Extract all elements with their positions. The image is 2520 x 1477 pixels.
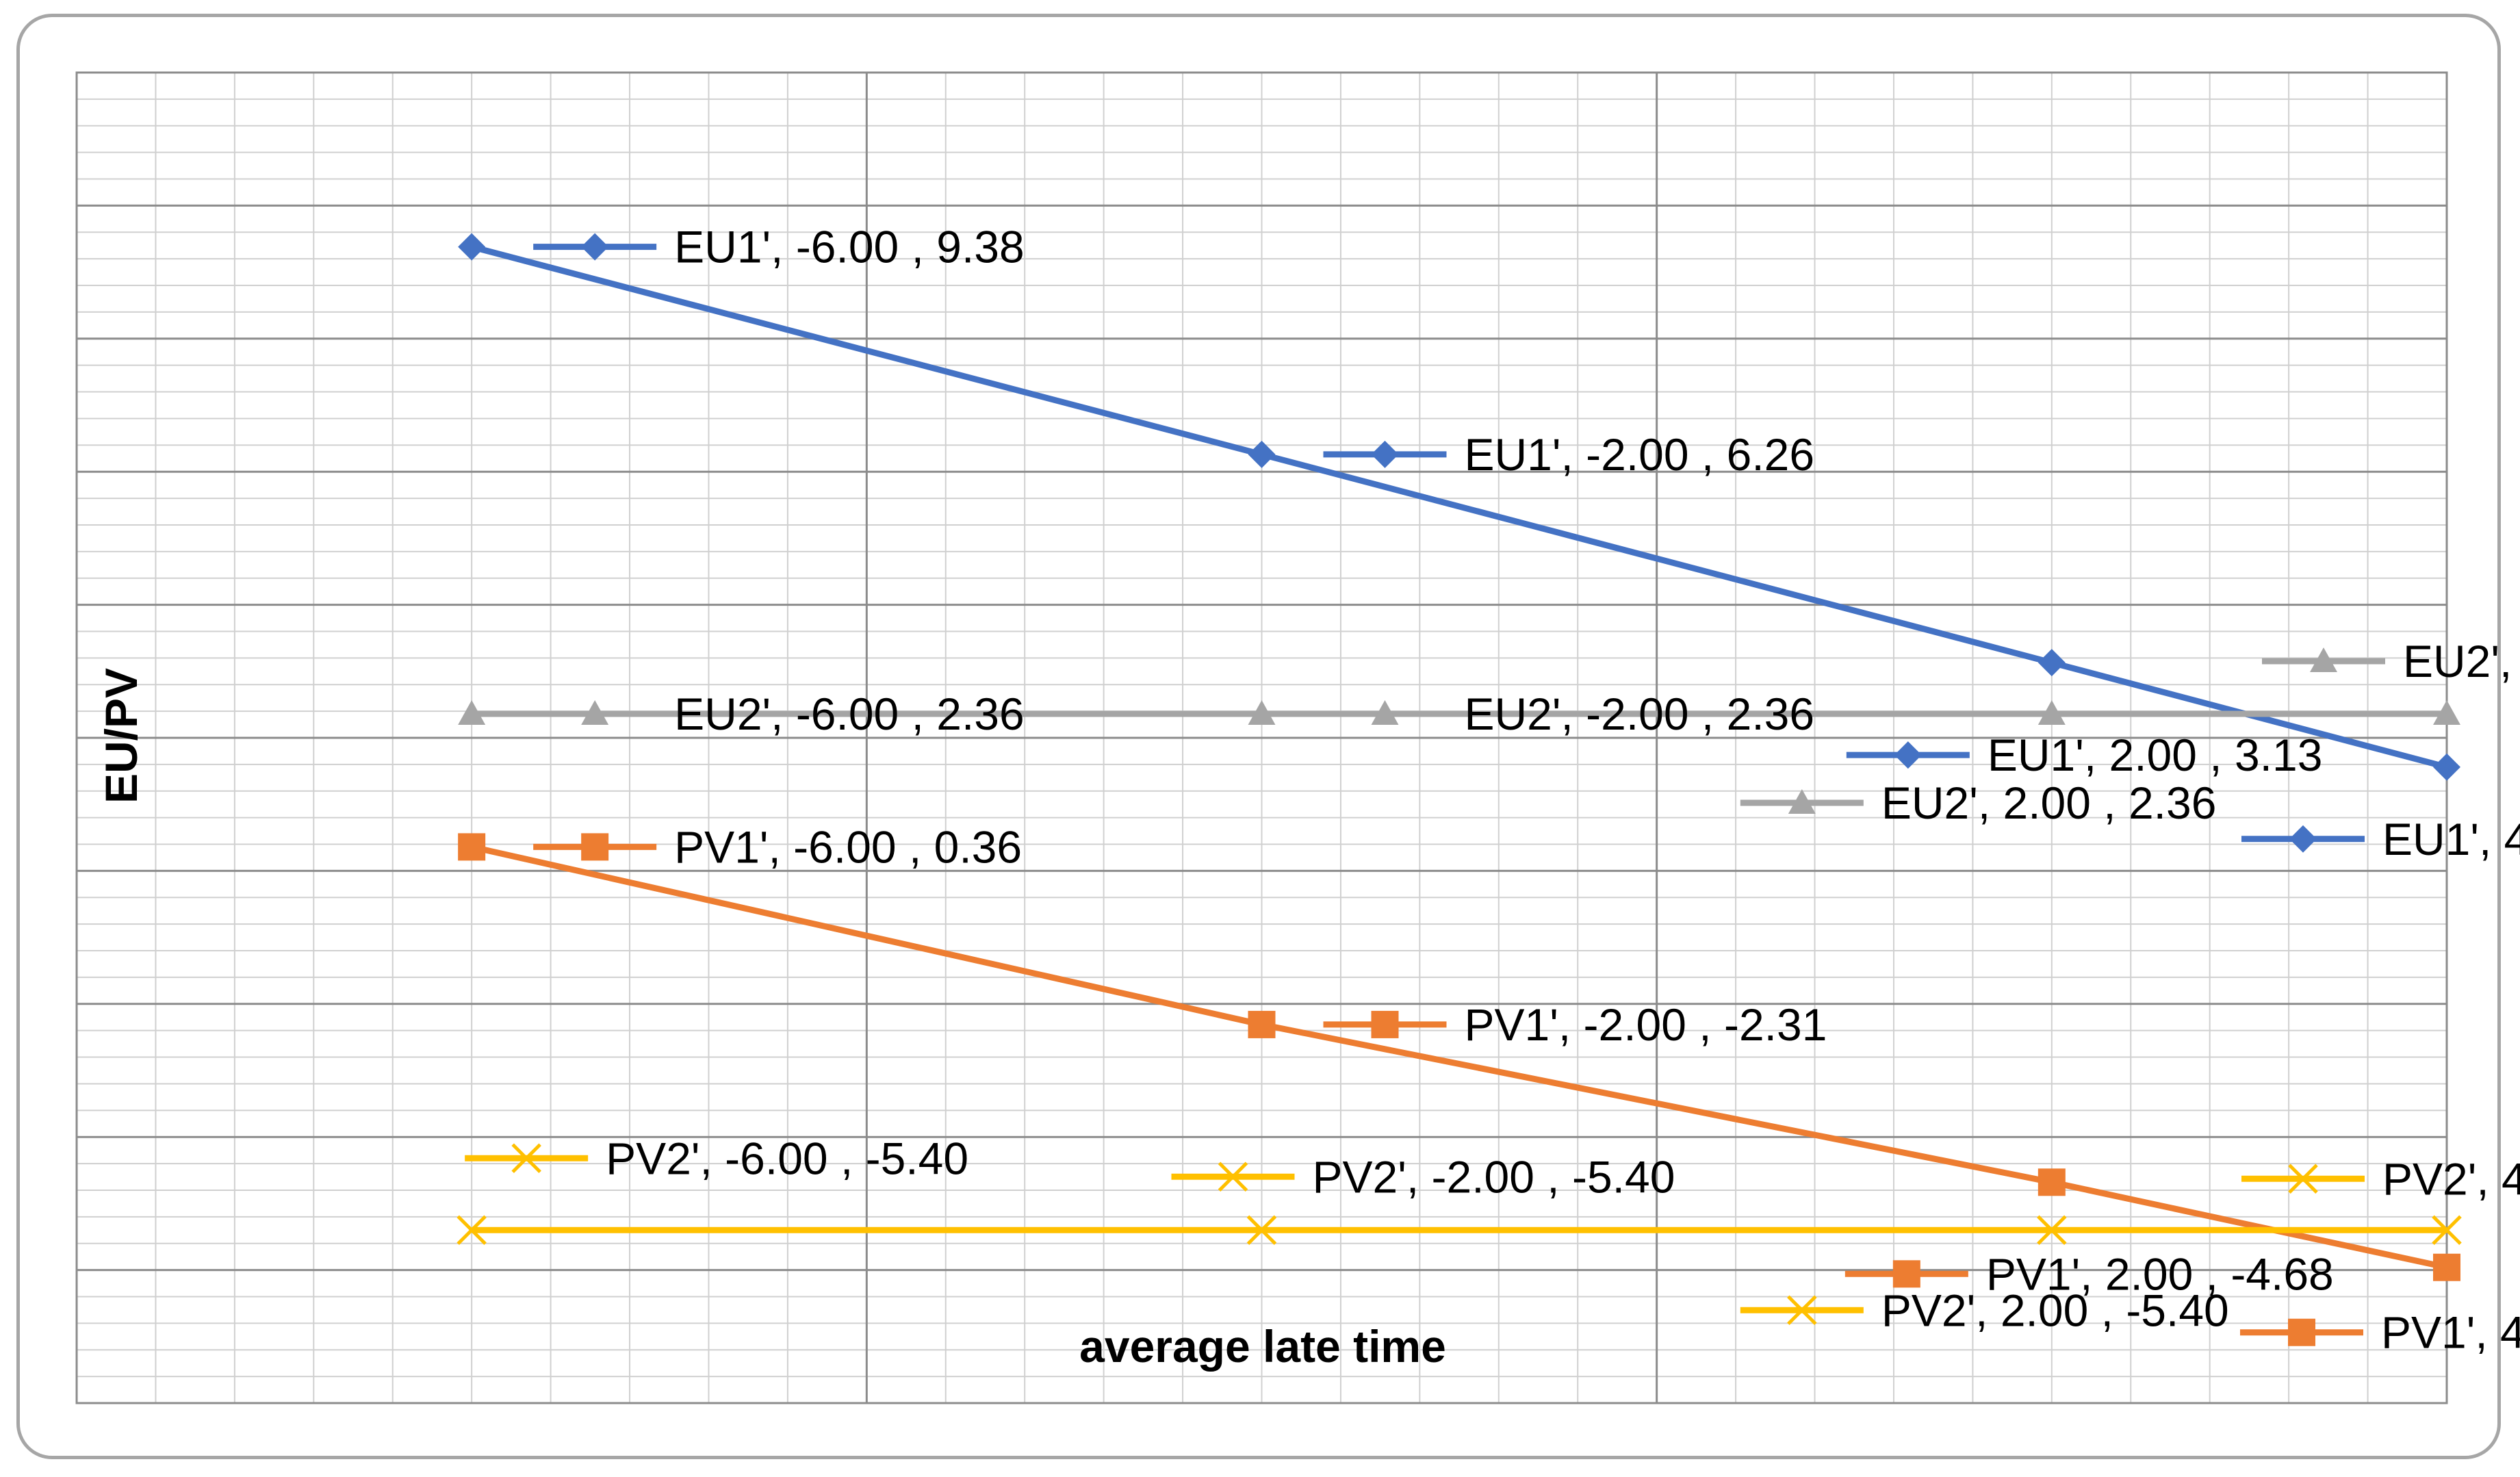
data-label: EU1', 4.00 , 1.56 bbox=[2241, 814, 2520, 864]
data-label: EU1', -6.00 , 9.38 bbox=[533, 222, 1025, 272]
data-label-key-marker bbox=[581, 833, 609, 861]
data-label: EU2', -6.00 , 2.36 bbox=[533, 689, 1025, 739]
data-label: EU2', 4.00 , 2.36 bbox=[2262, 636, 2520, 686]
data-label-text: PV2', 4.00 , -5.40 bbox=[2382, 1153, 2520, 1204]
data-label: PV2', -2.00 , -5.40 bbox=[1171, 1151, 1675, 1202]
data-label: PV1', 4.00 , -5.96 bbox=[2240, 1307, 2520, 1358]
data-labels: EU1', -6.00 , 9.38 EU1', -2.00 , 6.26 EU1'… bbox=[465, 222, 2520, 1358]
data-point bbox=[2037, 649, 2066, 677]
data-point bbox=[458, 233, 486, 261]
data-point bbox=[458, 833, 486, 861]
chart-frame bbox=[16, 14, 2501, 1459]
data-label: PV1', -6.00 , 0.36 bbox=[533, 821, 1022, 872]
data-point bbox=[1248, 1010, 1276, 1038]
data-label-text: PV2', 2.00 , -5.40 bbox=[1881, 1285, 2229, 1335]
data-label-key-marker bbox=[511, 1143, 541, 1174]
data-label-text: PV2', -6.00 , -5.40 bbox=[606, 1133, 968, 1183]
data-label-key-marker-stroke bbox=[1787, 1295, 1817, 1326]
data-label: EU1', -2.00 , 6.26 bbox=[1323, 429, 1815, 480]
data-label-key-marker bbox=[1894, 741, 1922, 769]
data-label-key-marker bbox=[581, 700, 609, 725]
data-point bbox=[1248, 700, 1276, 725]
data-label-key-marker bbox=[2310, 647, 2337, 673]
data-label: PV2', -6.00 , -5.40 bbox=[465, 1133, 968, 1183]
data-label-key-marker bbox=[2289, 825, 2317, 853]
plot-border bbox=[75, 71, 2448, 1404]
data-label-text: PV1', 4.00 , -5.96 bbox=[2381, 1307, 2520, 1358]
data-point bbox=[2037, 1215, 2067, 1246]
data-label-key-marker bbox=[1218, 1161, 1248, 1192]
series-4 bbox=[457, 1215, 2462, 1246]
data-point bbox=[1246, 1215, 1277, 1246]
data-label: PV1', -2.00 , -2.31 bbox=[1323, 999, 1827, 1050]
data-label: PV2', 4.00 , -5.40 bbox=[2241, 1153, 2520, 1204]
series-3 bbox=[458, 833, 2460, 1281]
data-point bbox=[2433, 1253, 2460, 1281]
data-point-stroke bbox=[2037, 1215, 2067, 1246]
series-layer bbox=[457, 233, 2462, 1281]
data-label: PV2', 2.00 , -5.40 bbox=[1740, 1285, 2229, 1335]
data-label-text: PV1', -2.00 , -2.31 bbox=[1465, 999, 1827, 1050]
data-label: EU2', -2.00 , 2.36 bbox=[1323, 689, 1815, 739]
data-point-stroke bbox=[457, 1215, 487, 1246]
data-label-text: PV1', 2.00 , -4.68 bbox=[1986, 1248, 2334, 1299]
data-label: EU2', 2.00 , 2.36 bbox=[1740, 778, 2217, 828]
data-label-key-marker-stroke bbox=[2288, 1164, 2318, 1194]
data-label-key-marker-stroke bbox=[511, 1143, 541, 1174]
data-point-stroke bbox=[1246, 1215, 1277, 1246]
data-label-key-marker bbox=[2288, 1164, 2318, 1194]
data-label-key-marker-stroke bbox=[1218, 1161, 1248, 1192]
data-label: PV1', 2.00 , -4.68 bbox=[1844, 1248, 2334, 1299]
y-axis-title: EU/PV bbox=[96, 668, 146, 804]
data-point bbox=[458, 700, 486, 725]
x-axis-title: average late time bbox=[1079, 1321, 1446, 1372]
data-label-key-marker bbox=[1787, 1295, 1817, 1326]
data-label: EU1', 2.00 , 3.13 bbox=[1846, 730, 2323, 780]
data-label-text: EU1', 2.00 , 3.13 bbox=[1988, 730, 2323, 780]
data-label-text: EU2', -6.00 , 2.36 bbox=[674, 689, 1025, 739]
data-point bbox=[2432, 1215, 2462, 1246]
data-point bbox=[457, 1215, 487, 1246]
data-point bbox=[2433, 753, 2460, 781]
data-label-key-marker bbox=[1371, 700, 1399, 725]
data-point bbox=[1248, 440, 1276, 468]
series-2 bbox=[458, 700, 2460, 725]
data-label-text: EU2', -2.00 , 2.36 bbox=[1465, 689, 1815, 739]
data-label-key-marker bbox=[581, 233, 609, 261]
data-label-key-marker bbox=[2288, 1318, 2315, 1346]
data-label-text: EU1', -2.00 , 6.26 bbox=[1465, 429, 1815, 480]
data-label-text: EU1', 4.00 , 1.56 bbox=[2382, 814, 2520, 864]
series-line-3 bbox=[471, 844, 2447, 1271]
data-label-key-marker bbox=[1788, 789, 1816, 814]
data-point-stroke bbox=[2432, 1215, 2462, 1246]
data-label-text: EU1', -6.00 , 9.38 bbox=[674, 222, 1025, 272]
data-label-text: EU2', 4.00 , 2.36 bbox=[2403, 636, 2520, 686]
data-point bbox=[2433, 700, 2460, 725]
data-point bbox=[2037, 1168, 2066, 1196]
data-label-text: PV1', -6.00 , 0.36 bbox=[674, 821, 1022, 872]
data-label-key-marker bbox=[1371, 1010, 1399, 1038]
data-point bbox=[2037, 700, 2066, 725]
data-label-key-marker bbox=[1892, 1260, 1920, 1288]
data-label-text: PV2', -2.00 , -5.40 bbox=[1313, 1151, 1675, 1202]
data-label-text: EU2', 2.00 , 2.36 bbox=[1881, 778, 2217, 828]
data-label-key-marker bbox=[1371, 440, 1399, 468]
